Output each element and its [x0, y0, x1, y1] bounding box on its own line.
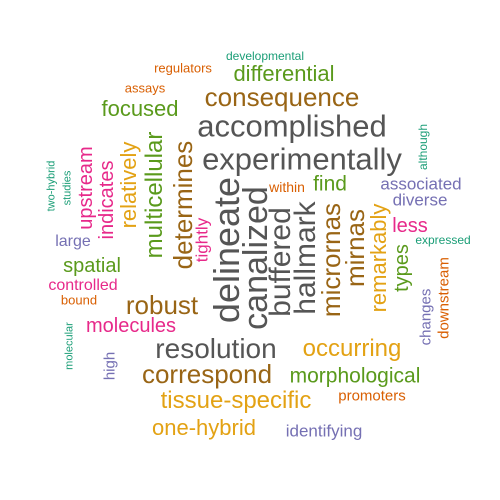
word-differential: differential [233, 61, 335, 86]
word-indicates: indicates [96, 160, 118, 240]
word-robust: robust [125, 290, 199, 320]
word-multicellular: multicellular [141, 131, 168, 259]
word-bound: bound [60, 292, 98, 308]
word-spatial: spatial [63, 255, 121, 277]
word-molecular: molecular [63, 322, 76, 370]
word-focused: focused [101, 96, 179, 121]
word-regulators: regulators [154, 60, 212, 76]
word-consequence: consequence [204, 82, 360, 112]
word-tissue-specific: tissue-specific [160, 387, 312, 414]
word-high: high [101, 351, 119, 381]
word-identifying: identifying [285, 421, 363, 441]
word-although: although [416, 123, 430, 171]
word-less: less [392, 215, 428, 237]
word-remarkably: remarkably [366, 203, 391, 313]
word-within: within [269, 179, 305, 195]
word-morphological: morphological [289, 364, 421, 388]
word-controlled: controlled [48, 277, 118, 294]
word-assays: assays [124, 80, 166, 96]
word-find: find [313, 172, 347, 196]
word-upstream: upstream [75, 146, 97, 230]
word-one-hybrid: one-hybrid [152, 415, 256, 440]
word-studies: studies [61, 170, 74, 206]
word-promoters: promoters [338, 387, 406, 405]
word-mirnas: mirnas [340, 208, 370, 288]
word-resolution: resolution [155, 333, 277, 364]
word-molecules: molecules [85, 315, 177, 337]
word-large: large [55, 233, 91, 250]
word-relatively: relatively [116, 141, 141, 229]
word-occurring: occurring [302, 335, 402, 362]
word-types: types [391, 244, 413, 292]
word-correspond: correspond [141, 359, 273, 389]
word-expressed: expressed [415, 233, 471, 247]
word-developmental: developmental [225, 49, 305, 63]
word-accomplished: accomplished [197, 108, 387, 144]
word-changes: changes [417, 288, 435, 346]
word-diverse: diverse [392, 190, 448, 210]
word-associated: associated [380, 174, 462, 194]
word-experimentally: experimentally [202, 141, 402, 177]
word-downstream: downstream [435, 257, 453, 339]
word-two-hybrid: two-hybrid [45, 160, 58, 212]
